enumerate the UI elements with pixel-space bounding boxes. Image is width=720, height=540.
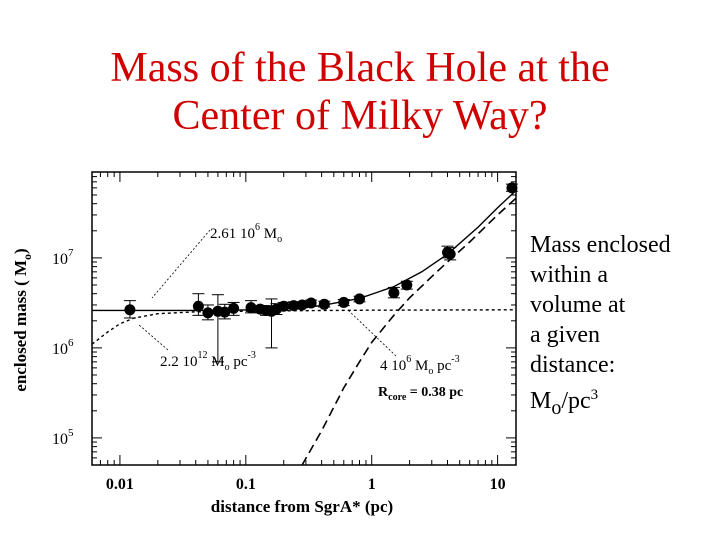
data-point [318,298,331,310]
data-marker [296,299,308,311]
data-marker [245,302,257,314]
data-point [192,293,205,316]
data-marker [305,297,317,309]
side-note-unit-base: M [530,388,552,414]
side-note: Mass enclosed within a volume at a given… [530,230,715,423]
y-tick-label: 105 [52,427,74,448]
data-point [287,300,300,312]
side-note-line-6: Mo/pc3 [530,380,715,423]
data-point [245,300,258,314]
cusp-density-annotation: 2.2 1012 Mo pc-3 [160,350,256,373]
data-marker [318,298,330,310]
data-point [218,303,231,320]
data-point [201,304,214,321]
cusp-density-leader [137,323,169,351]
data-marker [202,307,214,319]
data-point [305,297,318,309]
side-note-line-3: volume at [530,292,626,318]
data-marker [288,300,300,312]
core-cluster-curve [301,197,517,466]
side-note-line-5: distance: [530,352,616,378]
axis-ticks: 0.01 0.1 1 10 105 106 107 [52,171,516,493]
side-note-unit-sub: o [551,396,562,419]
data-marker [338,296,350,308]
x-tick-label: 0.1 [236,476,256,493]
slide-title-line-1: Mass of the Black Hole at the [110,45,610,91]
data-point [123,300,136,319]
data-point [337,296,350,308]
slide-title-line-2: Center of Milky Way? [172,93,548,139]
mass-profile-chart: 0.01 0.1 1 10 105 106 107 2.61 106 Mo 2.2 1012… [11,171,518,516]
data-point [227,301,240,316]
bh-mass-annotation: 2.61 106 Mo [210,222,282,245]
side-note-line-1: Mass enclosed [530,232,671,258]
total-fit-curve [92,189,517,312]
side-note-line-4: a given [530,322,600,348]
y-tick-label: 106 [52,337,74,358]
model-curves [91,189,517,466]
slide-title: Mass of the Black Hole at the Center of … [0,44,720,140]
data-marker [228,302,240,314]
core-density-leader [347,309,397,357]
data-point [444,247,457,261]
data-marker [506,182,518,194]
data-point [387,286,400,299]
side-note-unit-sup: 3 [590,387,599,403]
data-marker [192,300,204,312]
data-marker [219,306,231,318]
data-marker [401,279,413,291]
data-points [123,182,518,363]
core-density-annotation: 4 106 Mo pc-3 [380,354,460,377]
x-tick-label: 1 [368,476,376,493]
data-marker [124,304,136,316]
data-point [400,279,413,291]
data-point [277,300,290,312]
plot-frame [91,171,517,466]
side-note-unit-rest: /pc [561,388,591,414]
data-marker [354,293,366,305]
data-point [353,293,366,305]
data-marker [388,287,400,299]
data-marker [444,248,456,260]
data-marker [278,300,290,312]
cusp-cluster-curve [91,309,517,345]
x-tick-label: 0.01 [106,476,134,493]
side-note-line-2: within a [530,262,608,288]
y-axis-label: enclosed mass ( Mo) [11,248,34,391]
x-tick-label: 10 [490,476,506,493]
x-axis-label: distance from SgrA* (pc) [211,497,393,516]
bh-mass-leader [151,229,211,299]
data-point [505,182,518,194]
annotation-leaders [137,229,397,357]
y-tick-label: 107 [52,247,74,268]
core-radius-annotation: Rcore = 0.38 pc [378,385,463,403]
